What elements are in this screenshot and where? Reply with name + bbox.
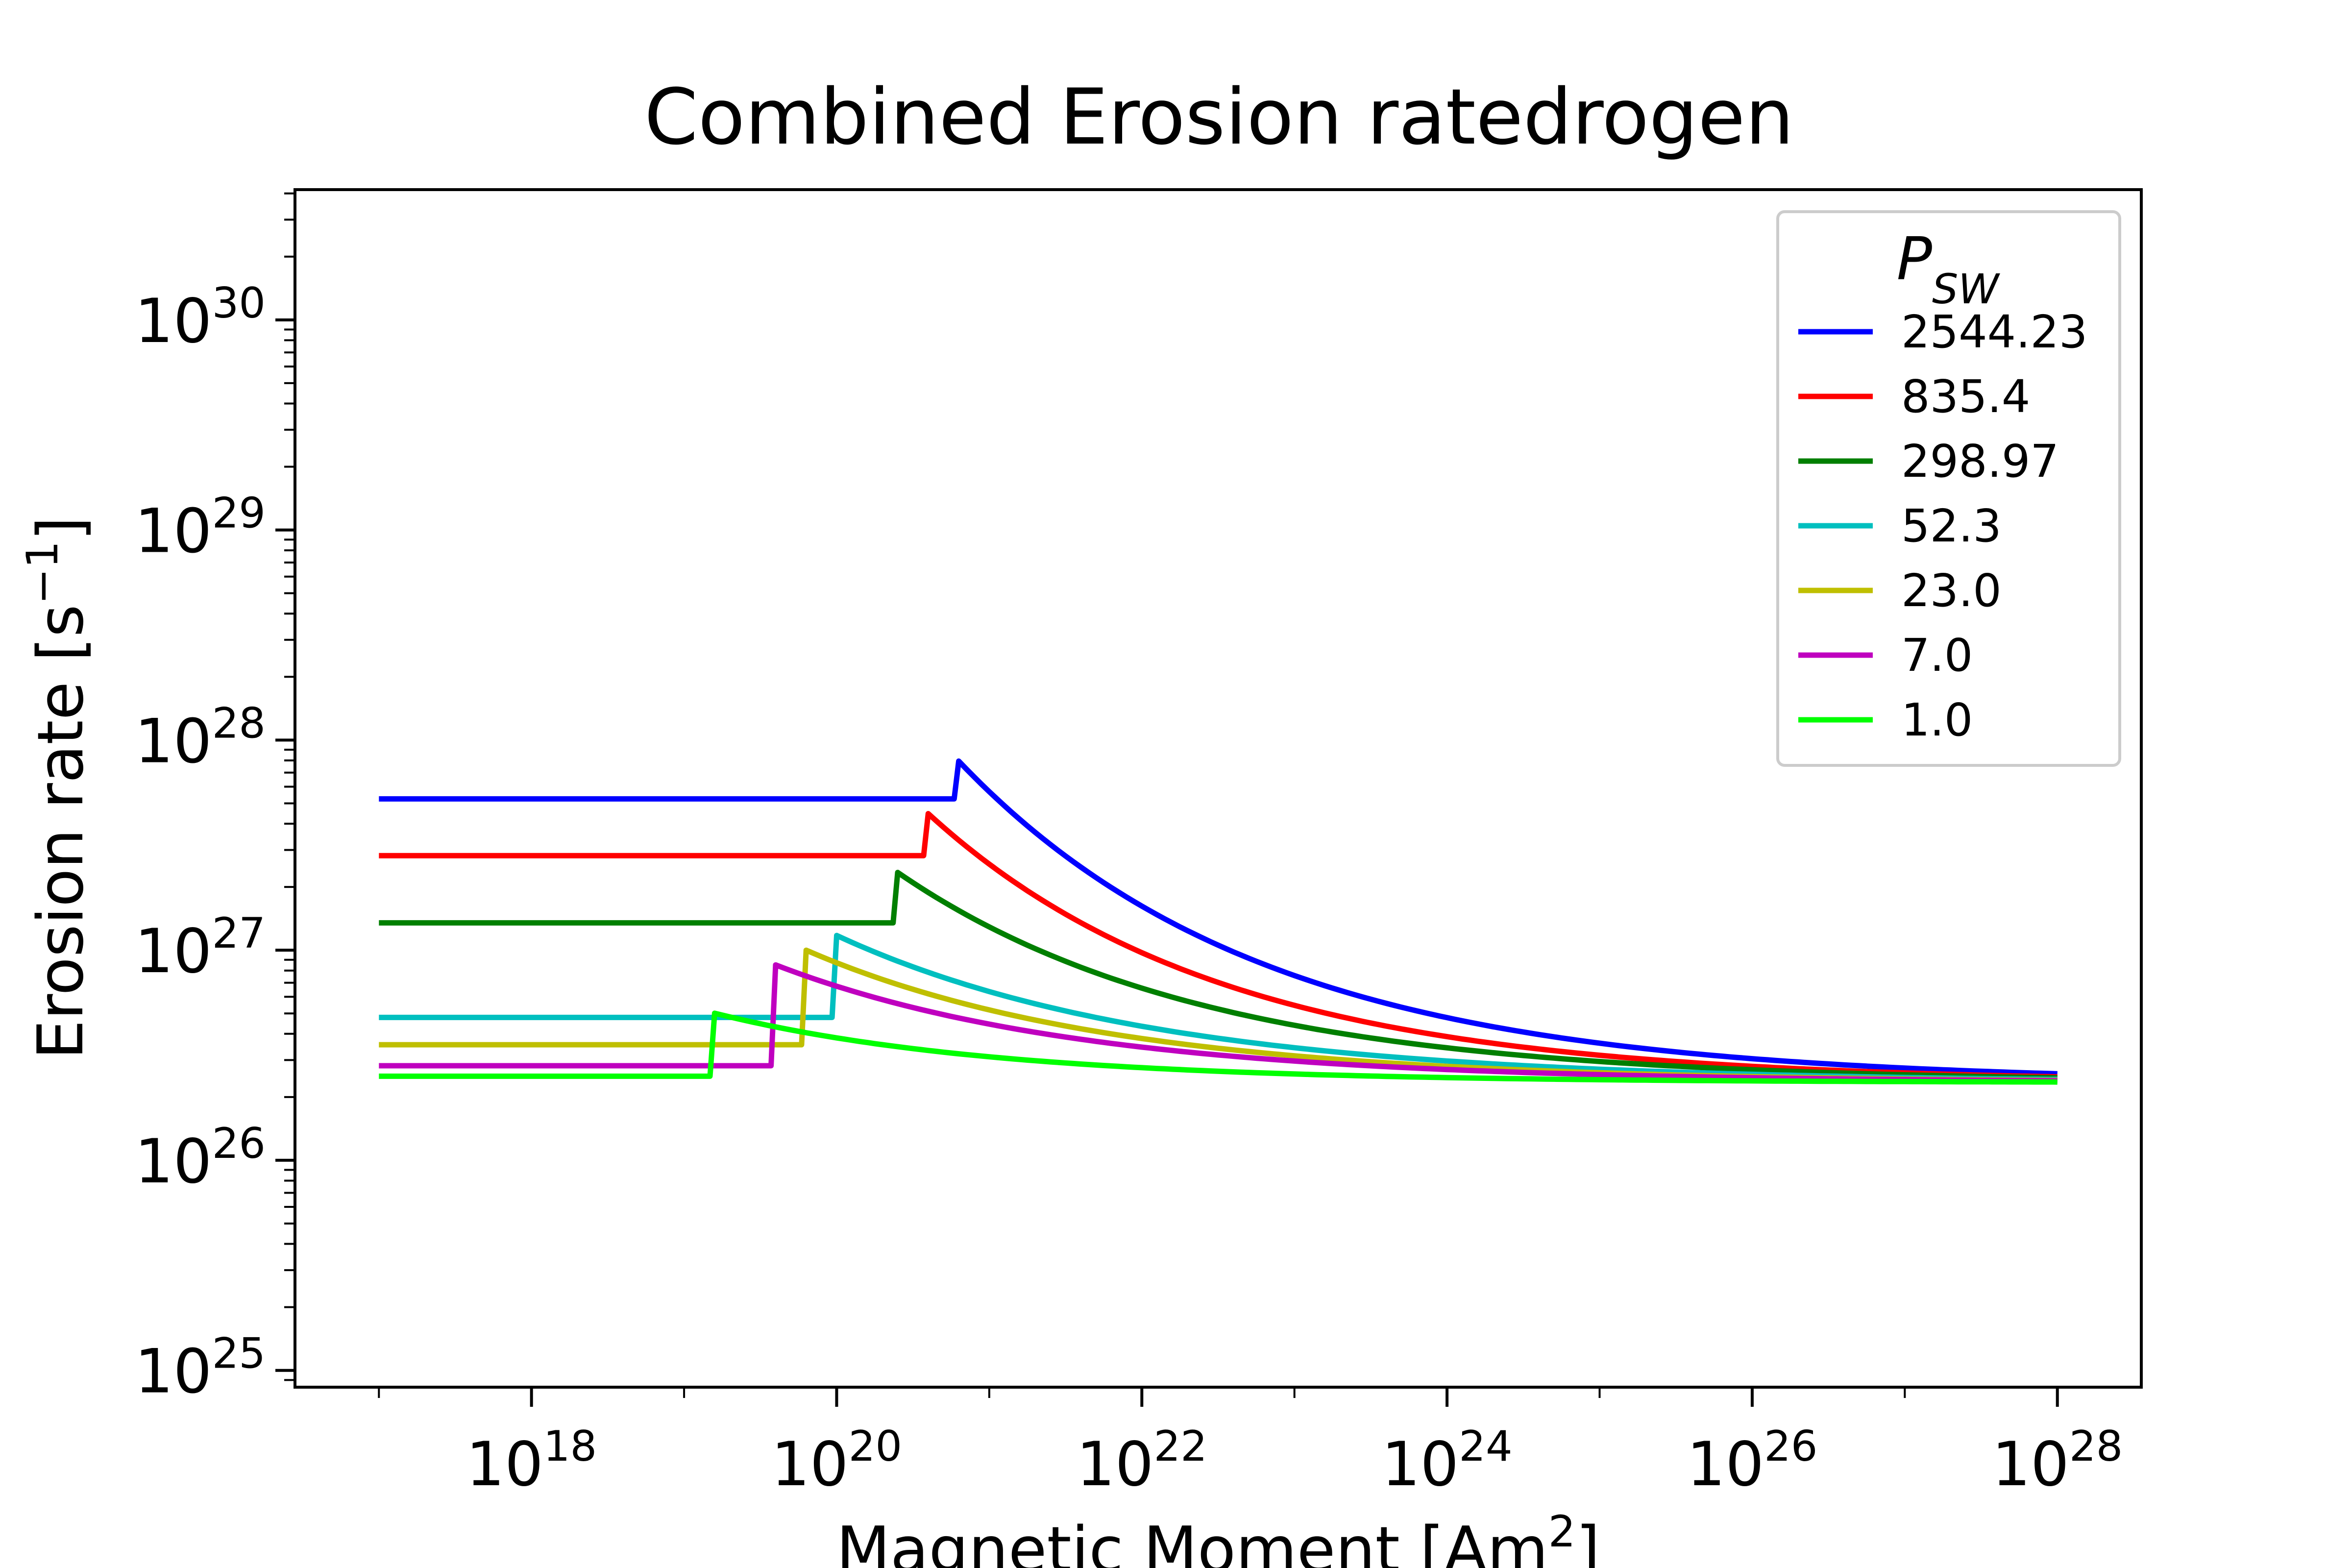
legend-entry-4: 23.0: [1901, 564, 2002, 617]
series-line-2: [379, 870, 2058, 1081]
x-tick-label-0: 1018: [466, 1422, 597, 1500]
y-axis-ticks: 1025 1026 1027 1028 1029 1030: [135, 192, 295, 1407]
y-tick-label-4: 1029: [135, 489, 266, 567]
legend-entry-6: 1.0: [1901, 694, 1973, 746]
axes-frame: [294, 188, 2143, 1389]
x-tick-label-3: 1024: [1381, 1422, 1512, 1500]
series-line-0: [379, 758, 2058, 1077]
legend-entry-2: 298.97: [1901, 435, 2059, 488]
x-axis-ticks: 1018 1020 1022 1024 1026 1028: [378, 1387, 2123, 1500]
legend-frame: [1776, 210, 2121, 767]
y-axis-label: Erosion rate [s−1]: [17, 516, 98, 1059]
y-tick-label-2: 1027: [135, 909, 266, 987]
y-tick-label-3: 1028: [135, 699, 266, 777]
legend: PSW 2544.23 835.4 298.97 52.3 23.0 7.0 1.0: [1776, 210, 2121, 767]
series-lines: [379, 758, 2058, 1085]
series-line-6: [379, 1010, 2058, 1085]
legend-entry-5: 7.0: [1901, 629, 1973, 682]
x-tick-label-2: 1022: [1077, 1422, 1207, 1500]
chart-title: Combined Erosion ratedrogen: [644, 73, 1794, 162]
x-axis-label: Magnetic Moment [Am2]: [836, 1506, 1600, 1568]
legend-entry-3: 52.3: [1901, 500, 2002, 552]
x-tick-label-5: 1028: [1992, 1422, 2123, 1500]
legend-entry-1: 835.4: [1901, 370, 2030, 423]
y-tick-label-0: 1025: [135, 1329, 266, 1407]
legend-entry-0: 2544.23: [1901, 306, 2087, 358]
x-tick-label-1: 1020: [771, 1422, 902, 1500]
y-tick-label-5: 1030: [135, 279, 266, 357]
x-tick-label-4: 1026: [1687, 1422, 1817, 1500]
legend-title: PSW: [1897, 225, 2001, 313]
y-tick-label-1: 1026: [135, 1119, 266, 1197]
